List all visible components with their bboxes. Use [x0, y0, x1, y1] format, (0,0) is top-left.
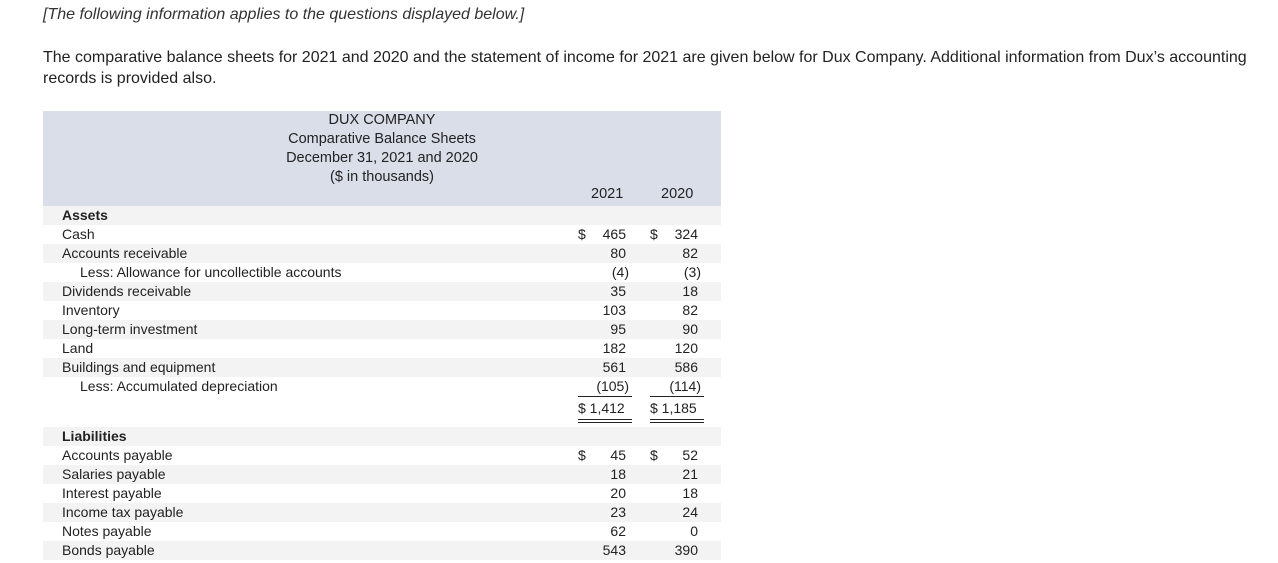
value-2021: (4): [611, 264, 629, 280]
value-2021: 35: [610, 283, 626, 299]
table-row: Dividends receivable 35 18: [43, 282, 721, 301]
value-2021: 182: [602, 340, 626, 356]
statement-units: ($ in thousands): [330, 169, 434, 185]
row-label: Salaries payable: [62, 466, 166, 482]
column-header-2021: 2021: [591, 186, 624, 202]
table-row: Less: Allowance for uncollectible accoun…: [43, 263, 721, 282]
value-2021: 23: [610, 504, 626, 520]
row-label: Less: Accumulated depreciation: [80, 378, 278, 394]
value-2021: 543: [602, 542, 626, 558]
table-row: Inventory 103 82: [43, 301, 721, 320]
value-2020: 390: [674, 542, 698, 558]
table-row: Accounts payable $ 45 $ 52: [43, 446, 721, 465]
row-label: Land: [62, 340, 94, 356]
statement-title: Comparative Balance Sheets: [288, 131, 476, 147]
value-2020: 90: [682, 321, 698, 337]
balance-sheet-table: DUX COMPANY Comparative Balance Sheets D…: [43, 111, 721, 560]
value-2021: 62: [610, 523, 626, 539]
table-row: Bonds payable 543 390: [43, 541, 721, 560]
liabilities-heading: Liabilities: [62, 428, 127, 444]
value-2021: 465: [602, 226, 626, 242]
table-row: Buildings and equipment 561 586: [43, 358, 721, 377]
table-row: Interest payable 20 18: [43, 484, 721, 503]
subtotal-rule: [578, 396, 632, 397]
context-note: [The following information applies to th…: [43, 6, 525, 23]
total-assets-2020: $ 1,185: [650, 400, 697, 416]
row-label: Cash: [62, 226, 95, 242]
assets-heading-row: Assets: [43, 206, 721, 225]
value-2021: 95: [610, 321, 626, 337]
table-row: Long-term investment 95 90: [43, 320, 721, 339]
table-row: Salaries payable 18 21: [43, 465, 721, 484]
value-2021: (105): [596, 378, 629, 394]
row-label: Interest payable: [62, 485, 162, 501]
value-2021: 103: [602, 302, 626, 318]
table-row: Notes payable 62 0: [43, 522, 721, 541]
dollar-sign: $: [650, 226, 658, 242]
value-2021: 20: [610, 485, 626, 501]
table-row: Less: Accumulated depreciation (105) (11…: [43, 377, 721, 397]
table-row: Accounts receivable 80 82: [43, 244, 721, 263]
assets-heading: Assets: [62, 207, 108, 223]
intro-paragraph: The comparative balance sheets for 2021 …: [43, 49, 1247, 87]
value-2021: 18: [610, 466, 626, 482]
value-2020: 586: [674, 359, 698, 375]
row-label: Less: Allowance for uncollectible accoun…: [80, 264, 342, 280]
value-2020: 324: [674, 226, 698, 242]
assets-total-row: $ 1,412 $ 1,185: [43, 396, 721, 423]
dollar-sign: $: [578, 226, 586, 242]
value-2020: 21: [682, 466, 698, 482]
value-2020: 18: [682, 485, 698, 501]
table-row: Cash $ 465 $ 324: [43, 225, 721, 244]
total-double-rule: [578, 419, 632, 423]
value-2020: (114): [669, 378, 701, 394]
row-label: Inventory: [62, 302, 120, 318]
value-2020: 0: [690, 523, 698, 539]
row-label: Accounts payable: [62, 447, 173, 463]
value-2020: 18: [682, 283, 698, 299]
dollar-sign: $: [578, 447, 586, 463]
value-2020: (3): [683, 264, 701, 280]
company-name: DUX COMPANY: [328, 112, 436, 128]
row-label: Buildings and equipment: [62, 359, 216, 375]
value-2020: 82: [682, 245, 698, 261]
total-assets-2021: $ 1,412: [578, 400, 625, 416]
table-row: Income tax payable 23 24: [43, 503, 721, 522]
value-2020: 52: [682, 447, 698, 463]
total-double-rule: [650, 419, 704, 423]
row-label: Notes payable: [62, 523, 152, 539]
table-row: Land 182 120: [43, 339, 721, 358]
subtotal-rule: [650, 396, 704, 397]
value-2020: 82: [682, 302, 698, 318]
liabilities-heading-row: Liabilities: [43, 427, 721, 446]
dollar-sign: $: [650, 447, 658, 463]
column-header-2020: 2020: [661, 186, 694, 202]
statement-dates: December 31, 2021 and 2020: [286, 150, 478, 166]
value-2021: 80: [610, 245, 626, 261]
value-2020: 24: [682, 504, 698, 520]
row-label: Accounts receivable: [62, 245, 188, 261]
row-label: Income tax payable: [62, 504, 184, 520]
row-label: Long-term investment: [62, 321, 198, 337]
value-2021: 561: [602, 359, 626, 375]
row-label: Dividends receivable: [62, 283, 192, 299]
value-2020: 120: [674, 340, 698, 356]
row-label: Bonds payable: [62, 542, 155, 558]
table-header: DUX COMPANY Comparative Balance Sheets D…: [43, 111, 721, 206]
value-2021: 45: [610, 447, 626, 463]
